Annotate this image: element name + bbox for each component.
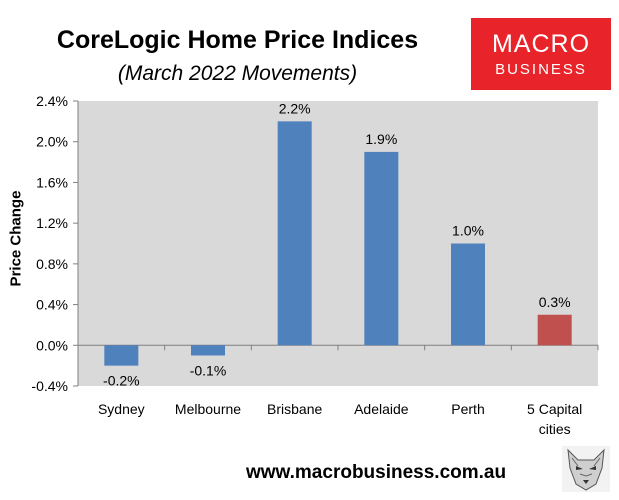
macro-business-logo: MACRO BUSINESS [471, 18, 611, 90]
bar [451, 243, 485, 346]
y-axis-label: Price Change [7, 190, 25, 287]
bar [104, 345, 139, 366]
y-tick-label: -0.4% [31, 378, 68, 394]
data-label: 1.9% [365, 131, 397, 147]
y-tick-label: 2.4% [36, 93, 68, 109]
plot-area [78, 101, 598, 386]
x-tick-label: Brisbane [267, 401, 322, 417]
y-tick-label: 2.0% [36, 134, 68, 150]
data-label: 0.3% [539, 294, 571, 310]
bar [191, 345, 225, 356]
logo-line-2: BUSINESS [495, 61, 587, 78]
x-tick-label-line: 5 Capital [527, 401, 582, 417]
bar [364, 151, 399, 346]
x-tick-label: Sydney [98, 401, 145, 417]
chart-title: CoreLogic Home Price Indices [56, 26, 419, 54]
data-label: 1.0% [452, 223, 484, 239]
y-tick-label: 0.8% [36, 256, 68, 272]
wolf-logo-icon [562, 446, 610, 492]
data-label: -0.2% [103, 373, 140, 389]
bar [537, 314, 572, 346]
y-tick-label: 0.4% [36, 297, 68, 313]
x-tick-label: Adelaide [354, 401, 409, 417]
y-tick-label: 1.6% [36, 174, 68, 190]
x-tick-label-line: cities [539, 421, 571, 437]
bar [277, 121, 312, 346]
data-label: -0.1% [190, 362, 227, 378]
data-label: 2.2% [279, 100, 311, 116]
logo-line-1: MACRO [491, 30, 591, 58]
x-tick-label: Melbourne [175, 401, 241, 417]
y-tick-label: 1.2% [36, 215, 68, 231]
y-tick-label: 0.0% [36, 337, 68, 353]
chart-subtitle: (March 2022 Movements) [117, 62, 358, 85]
x-tick-label: Perth [451, 401, 484, 417]
footer-url: www.macrobusiness.com.au [246, 462, 507, 483]
